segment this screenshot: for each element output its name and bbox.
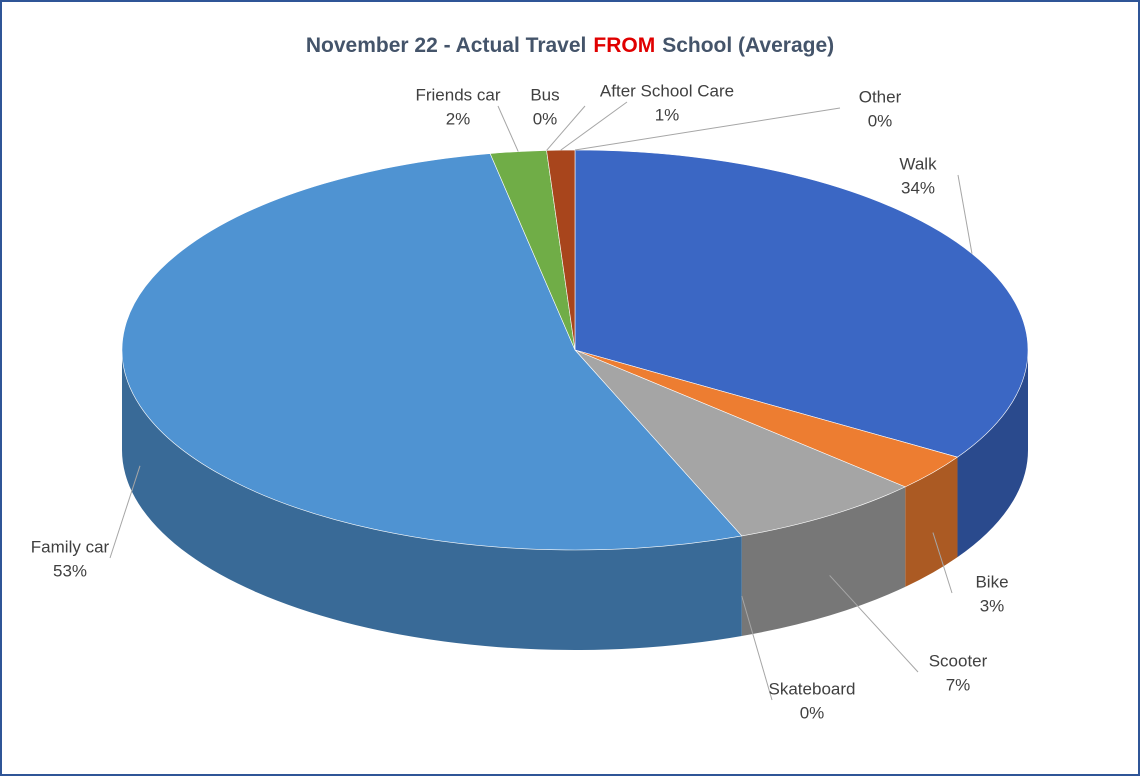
data-label-value: 0%	[533, 109, 558, 128]
data-label-name: Walk	[899, 154, 937, 173]
data-label-value: 53%	[53, 561, 87, 580]
title-part: November 22 - Actual Travel	[306, 34, 587, 57]
slice	[574, 149, 1029, 458]
leader-line	[546, 105, 586, 151]
slice-side	[905, 457, 958, 587]
leader-line	[560, 101, 628, 151]
data-label-name: Bike	[975, 572, 1008, 591]
data-label-value: 2%	[446, 109, 471, 128]
leader-line	[497, 105, 519, 152]
data-label-name: Other	[859, 87, 902, 106]
leader-line	[574, 107, 841, 151]
data-label-value: 3%	[980, 596, 1005, 615]
data-label-value: 0%	[868, 111, 893, 130]
data-label-name: Family car	[31, 537, 110, 556]
data-label-name: After School Care	[600, 81, 734, 100]
data-label-value: 34%	[901, 178, 935, 197]
data-label-value: 1%	[655, 105, 680, 124]
pie-sides	[122, 350, 1028, 650]
slice	[121, 153, 743, 551]
data-label-value: 0%	[800, 703, 825, 722]
pie-tops	[121, 149, 1029, 551]
slice-side	[957, 350, 1028, 558]
title-part: School (Average)	[662, 34, 834, 57]
data-label-name: Skateboard	[769, 679, 856, 698]
data-label-value: 7%	[946, 675, 971, 694]
leader-line	[741, 595, 773, 701]
slice-side	[122, 350, 742, 650]
title-part: FROM	[593, 34, 655, 57]
leader-line	[957, 174, 973, 254]
leader-line	[932, 532, 953, 594]
slice-side	[741, 486, 906, 636]
data-label-name: Friends car	[415, 85, 500, 104]
slice	[574, 349, 906, 537]
chart-title: November 22 - Actual Travel FROM School (A…	[306, 34, 834, 57]
leader-line	[109, 465, 141, 559]
data-label-name: Bus	[530, 85, 559, 104]
leader-line	[829, 575, 919, 673]
data-label-name: Scooter	[929, 651, 988, 670]
